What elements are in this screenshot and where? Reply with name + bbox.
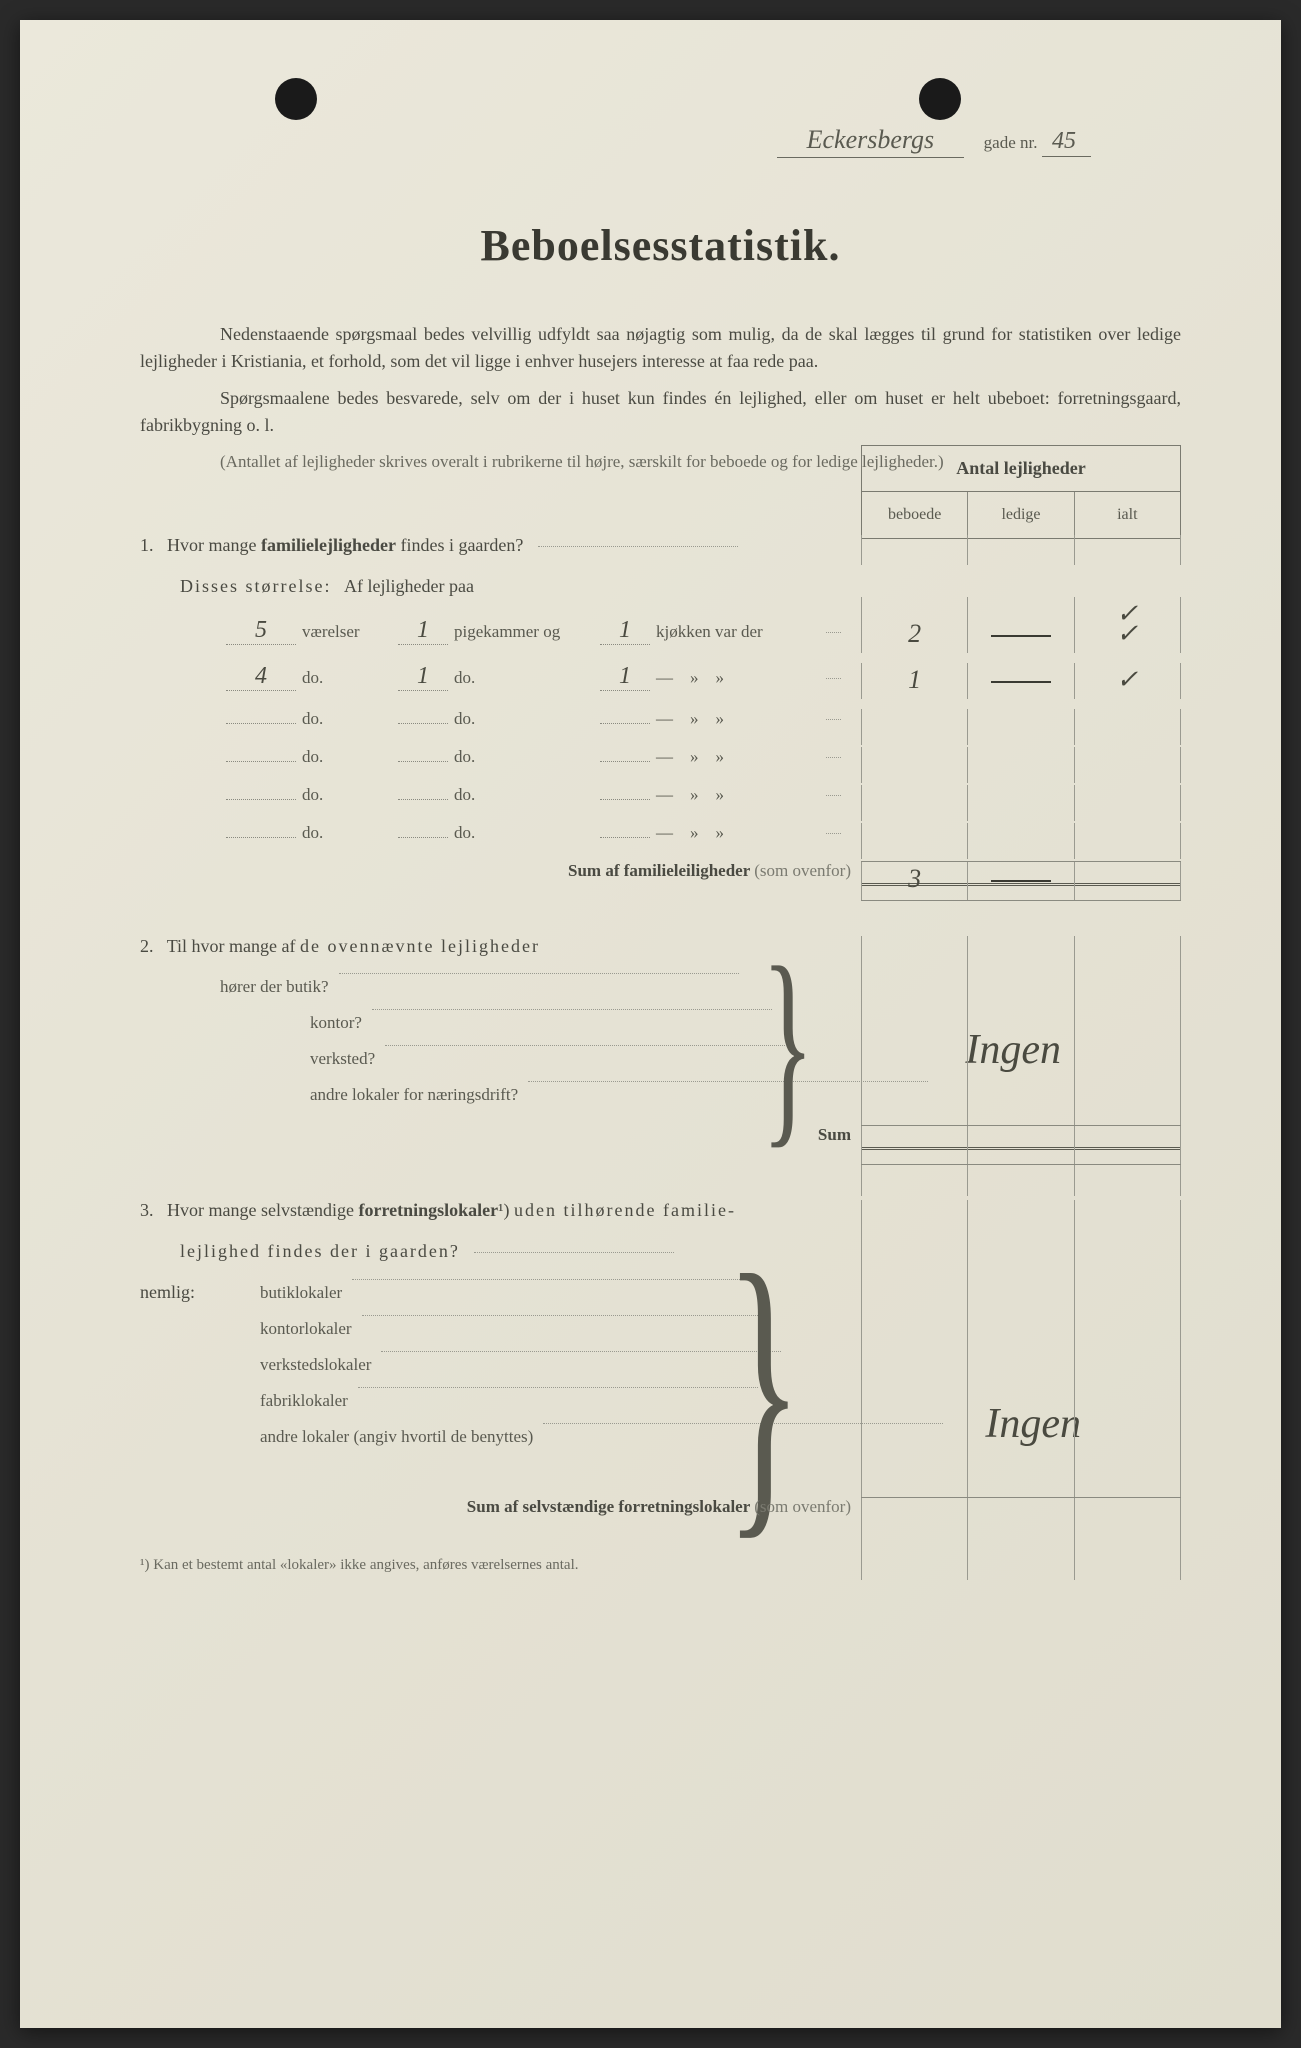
col-ledige: ledige: [968, 492, 1074, 538]
q1-sum-led: [967, 862, 1073, 900]
table-header-title: Antal lejligheder: [862, 446, 1180, 492]
q1-row: do. do. — » »: [220, 747, 1181, 767]
q3-nemlig: nemlig:: [140, 1282, 195, 1302]
q1-sum-beb: 3: [861, 862, 967, 900]
question-3: 3. Hvor mange selvstændige forretningslo…: [140, 1200, 1181, 1517]
q1-sum-label: Sum af familieleiligheder (som ovenfor): [568, 861, 851, 881]
q1-row: 4 do. 1 do. 1 — » » 1 ✓: [220, 663, 1181, 691]
q3-num: 3.: [140, 1200, 154, 1220]
q1-size: Disses størrelse: Af lejligheder paa ✓: [180, 576, 1181, 597]
q2-sum: Sum: [140, 1125, 1181, 1145]
question-1: 1. Hvor mange familielejligheder findes …: [140, 535, 1181, 886]
table-area: Antal lejligheder beboede ledige ialt 1.…: [140, 535, 1181, 1574]
punch-hole-left: [275, 78, 317, 120]
q1-num: 1.: [140, 535, 154, 555]
q2-num: 2.: [140, 936, 154, 956]
question-2: 2. Til hvor mange af de ovennævnte lejli…: [140, 936, 1181, 1150]
q1-row: do. do. — » »: [220, 709, 1181, 729]
q1-af-label: Af lejligheder paa: [344, 576, 474, 596]
q1-sum-row: Sum af familieleiligheder (som ovenfor) …: [140, 861, 1181, 881]
intro-p1: Nedenstaaende spørgsmaal bedes velvillig…: [140, 321, 1181, 375]
document-page: Eckersbergs gade nr. 45 Beboelsesstatist…: [20, 20, 1281, 2028]
q1-row: do. do. — » »: [220, 823, 1181, 843]
table-header-cols: beboede ledige ialt: [862, 492, 1180, 538]
house-number: 45: [1042, 128, 1091, 157]
gade-label: gade nr.: [984, 133, 1038, 152]
q1-row: do. do. — » »: [220, 785, 1181, 805]
page-title: Beboelsesstatistik.: [140, 220, 1181, 271]
q1-text: 1. Hvor mange familielejligheder findes …: [140, 535, 1181, 556]
intro-p2: Spørgsmaalene bedes besvarede, selv om d…: [140, 385, 1181, 439]
punch-hole-right: [919, 78, 961, 120]
table-header: Antal lejligheder beboede ledige ialt: [861, 445, 1181, 539]
q1-size-label: Disses størrelse:: [180, 576, 331, 596]
header-line: Eckersbergs gade nr. 45: [777, 125, 1091, 158]
street-name: Eckersbergs: [777, 125, 965, 158]
q3-sum: Sum af selvstændige forretningslokaler (…: [140, 1497, 1181, 1517]
col-ialt: ialt: [1075, 492, 1180, 538]
col-beboede: beboede: [862, 492, 968, 538]
q3-brace: }: [726, 1260, 803, 1516]
q2-brace: }: [762, 956, 815, 1132]
q1-row: 5 værelser 1 pigekammer og 1 kjøkken var…: [220, 617, 1181, 645]
